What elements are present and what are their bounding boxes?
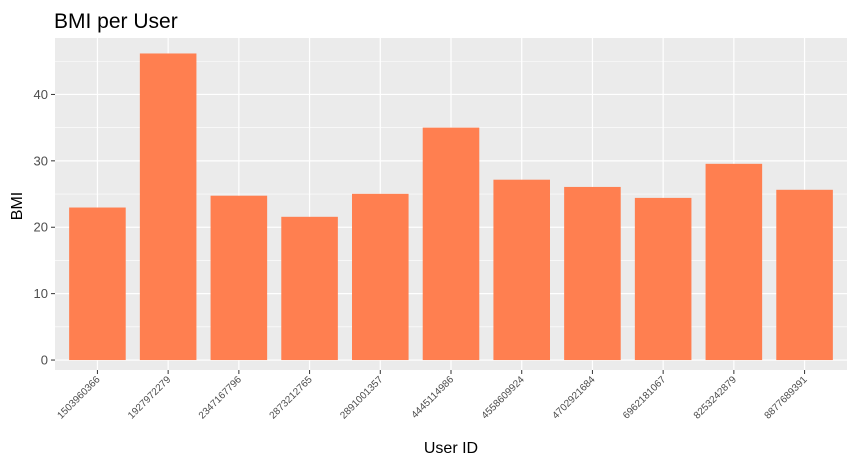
x-tick-label: 8877689391 bbox=[763, 374, 810, 421]
x-axis: 1503960366 1927972279 2347167796 2873212765… bbox=[55, 370, 810, 421]
x-tick-label: 2891001357 bbox=[338, 374, 385, 421]
bar-6962181067 bbox=[634, 197, 692, 361]
x-tick-label: 8253242879 bbox=[692, 374, 739, 421]
y-tick-label: 10 bbox=[34, 286, 48, 301]
bar-2873212765 bbox=[281, 216, 338, 361]
bar-4702921684 bbox=[564, 186, 621, 361]
bars-group bbox=[69, 53, 833, 361]
y-tick-label: 30 bbox=[34, 153, 48, 168]
y-tick-label: 40 bbox=[34, 87, 48, 102]
x-tick-label: 4558609924 bbox=[480, 374, 527, 421]
y-axis-title: BMI bbox=[9, 192, 26, 220]
y-tick-label: 0 bbox=[41, 353, 48, 368]
bar-2347167796 bbox=[210, 195, 268, 361]
x-tick-label: 1927972279 bbox=[126, 374, 173, 421]
x-tick-label: 2347167796 bbox=[197, 374, 244, 421]
y-tick-label: 20 bbox=[34, 220, 48, 235]
bar-8877689391 bbox=[776, 189, 833, 361]
bar-1503960366 bbox=[69, 207, 126, 361]
y-axis: 0 10 20 30 40 bbox=[34, 87, 55, 368]
bar-4558609924 bbox=[493, 179, 550, 361]
x-tick-label: 1503960366 bbox=[55, 374, 102, 421]
bar-4445114986 bbox=[422, 127, 480, 361]
bar-8253242879 bbox=[705, 163, 763, 361]
chart-title: BMI per User bbox=[54, 10, 178, 33]
x-tick-label: 4702921684 bbox=[550, 374, 597, 421]
x-tick-label: 4445114986 bbox=[410, 374, 457, 421]
x-axis-title: User ID bbox=[424, 440, 478, 457]
x-tick-label: 2873212765 bbox=[268, 374, 315, 421]
bar-2891001357 bbox=[352, 193, 409, 361]
x-tick-label: 6962181067 bbox=[621, 374, 668, 421]
bar-1927972279 bbox=[139, 53, 197, 361]
